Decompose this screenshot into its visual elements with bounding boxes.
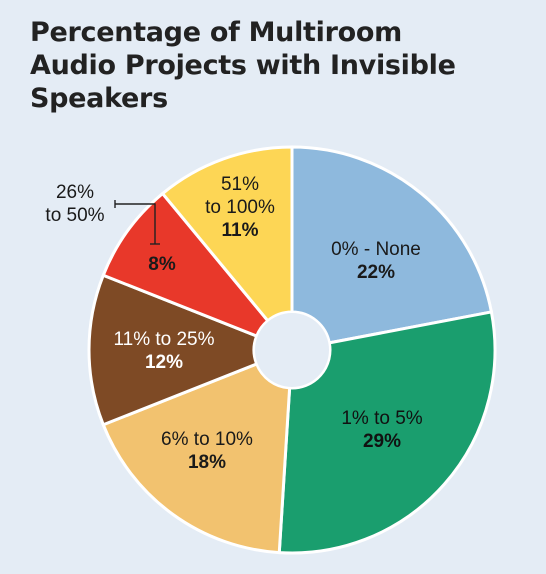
slice-label-5: 26% to 50% (45, 182, 104, 226)
slice-5 (101, 191, 270, 338)
donut-hole (255, 313, 329, 387)
slice-label-2: 1% to 5% (341, 408, 422, 429)
chart-title: Percentage of Multiroom Audio Projects w… (30, 16, 530, 115)
slice-value-6: 11% (222, 220, 259, 241)
slice-label-3: 6% to 10% (161, 429, 253, 450)
slice-label-4: 11% to 25% (113, 329, 214, 350)
slice-6 (160, 145, 294, 323)
leader-line (115, 203, 156, 244)
chart-title-line-1: Percentage of Multiroom (30, 17, 402, 48)
slice-value-4: 12% (145, 352, 183, 373)
slice-2 (277, 310, 497, 555)
chart-title-line-2: Audio Projects with Invisible (30, 50, 456, 81)
slice-label-6: 51% to 100% (205, 174, 275, 218)
slice-label-1: 0% - None (331, 239, 421, 260)
slice-3 (101, 362, 292, 555)
slice-value-2: 29% (363, 431, 401, 452)
slice-value-3: 18% (188, 452, 226, 473)
slice-value-1: 22% (357, 262, 395, 283)
chart-title-line-3: Speakers (30, 83, 168, 114)
slice-4 (87, 273, 259, 427)
slice-value-5: 8% (148, 254, 176, 275)
slice-1 (290, 145, 494, 345)
